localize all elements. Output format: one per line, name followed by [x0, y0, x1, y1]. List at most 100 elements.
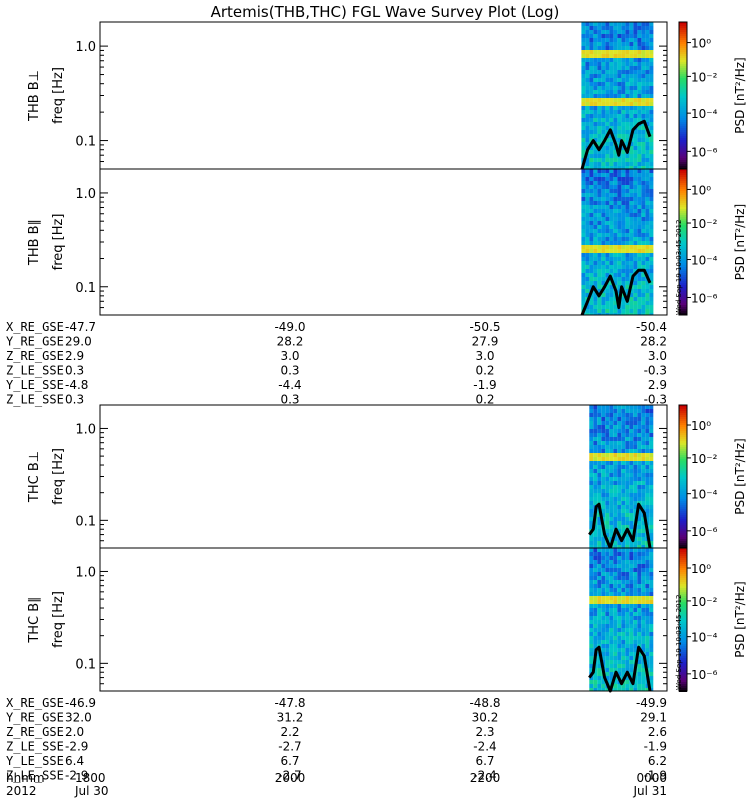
spectrogram-cell	[589, 564, 594, 568]
colorbar-segment	[679, 26, 687, 28]
spectrogram-cell	[605, 449, 610, 453]
spectrogram-cell	[637, 225, 642, 229]
spectrogram-cell	[649, 269, 654, 273]
spectrogram-cell	[649, 102, 654, 106]
spectrogram-cell	[601, 66, 606, 70]
colorbar-tick-label: 10⁻²	[691, 595, 718, 609]
spectrogram-cell	[621, 273, 626, 277]
spectrogram-cell	[601, 409, 606, 413]
spectrogram-cell	[609, 78, 614, 82]
colorbar-segment	[679, 166, 687, 168]
spectrogram-cell	[617, 189, 622, 193]
spectrogram-cell	[629, 616, 634, 620]
colorbar-segment	[679, 604, 687, 606]
spectrogram-cell	[621, 517, 626, 521]
spectrogram-cell	[581, 98, 586, 102]
spectrogram-cell	[613, 668, 618, 672]
spectrogram-cell	[617, 197, 622, 201]
spectrogram-cell	[625, 533, 630, 537]
spectrogram-cell	[625, 74, 630, 78]
spectrogram-cell	[601, 513, 606, 517]
spectrogram-cell	[613, 181, 618, 185]
ephemeris-value: 29.1	[640, 711, 667, 725]
spectrogram-cell	[637, 608, 642, 612]
spectrogram-cell	[617, 253, 622, 257]
spectrogram-cell	[585, 261, 590, 265]
spectrogram-cell	[601, 205, 606, 209]
spectrogram-cell	[637, 684, 642, 688]
ephemeris-value: 28.2	[640, 335, 667, 349]
colorbar-segment	[679, 241, 687, 243]
spectrogram-cell	[613, 158, 618, 162]
spectrogram-cell	[633, 98, 638, 102]
spectrogram-cell	[629, 301, 634, 305]
spectrogram-cell	[645, 110, 650, 114]
spectrogram-cell	[597, 541, 602, 545]
spectrogram-cell	[621, 221, 626, 225]
spectrogram-cell	[605, 580, 610, 584]
spectrogram-cell	[609, 592, 614, 596]
spectrogram-cell	[581, 245, 586, 249]
spectrogram-cell	[581, 201, 586, 205]
spectrogram-cell	[605, 162, 610, 166]
spectrogram-cell	[637, 114, 642, 118]
spectrogram-cell	[625, 269, 630, 273]
spectrogram-cell	[637, 485, 642, 489]
spectrogram-cell	[625, 301, 630, 305]
spectrogram-cell	[593, 221, 598, 225]
spectrogram-cell	[633, 616, 638, 620]
spectrogram-cell	[593, 644, 598, 648]
spectrogram-cell	[641, 644, 646, 648]
spectrogram-cell	[629, 672, 634, 676]
colorbar-segment	[679, 209, 687, 211]
spectrogram-cell	[633, 640, 638, 644]
spectrogram-cell	[609, 644, 614, 648]
spectrogram-cell	[645, 269, 650, 273]
spectrogram-cell	[625, 413, 630, 417]
spectrogram-cell	[613, 82, 618, 86]
spectrogram-cell	[613, 257, 618, 261]
colorbar-segment	[679, 437, 687, 439]
spectrogram-cell	[593, 680, 598, 684]
spectrogram-cell	[621, 624, 626, 628]
spectrogram-cell	[625, 433, 630, 437]
spectrogram-cell	[621, 261, 626, 265]
spectrogram-cell	[609, 580, 614, 584]
spectrogram-cell	[649, 38, 654, 42]
spectrogram-cell	[605, 269, 610, 273]
spectrogram-cell	[601, 433, 606, 437]
spectrogram-cell	[641, 281, 646, 285]
spectrogram-cell	[597, 548, 602, 552]
spectrogram-cell	[613, 74, 618, 78]
spectrogram-cell	[617, 417, 622, 421]
spectrogram-cell	[649, 509, 654, 513]
colorbar-segment	[679, 74, 687, 76]
spectrogram-cell	[597, 481, 602, 485]
spectrogram-cell	[597, 173, 602, 177]
spectrogram-cell	[585, 38, 590, 42]
spectrogram-cell	[621, 513, 626, 517]
spectrogram-cell	[609, 289, 614, 293]
spectrogram-cell	[629, 185, 634, 189]
spectrogram-cell	[645, 209, 650, 213]
spectrogram-cell	[641, 225, 646, 229]
colorbar-segment	[679, 511, 687, 513]
spectrogram-cell	[605, 433, 610, 437]
spectrogram-cell	[601, 173, 606, 177]
spectrogram-cell	[645, 584, 650, 588]
spectrogram-cell	[605, 225, 610, 229]
colorbar-segment	[679, 656, 687, 658]
spectrogram-cell	[593, 173, 598, 177]
ephemeris-value: 31.2	[277, 711, 304, 725]
spectrogram-cell	[593, 525, 598, 529]
spectrogram-cell	[645, 409, 650, 413]
spectrogram-cell	[621, 118, 626, 122]
spectrogram-cell	[597, 22, 602, 26]
spectrogram-cell	[613, 98, 618, 102]
spectrogram-cell	[621, 241, 626, 245]
spectrogram-cell	[581, 110, 586, 114]
spectrogram-cell	[641, 189, 646, 193]
spectrogram-cell	[649, 588, 654, 592]
spectrogram-cell	[645, 249, 650, 253]
